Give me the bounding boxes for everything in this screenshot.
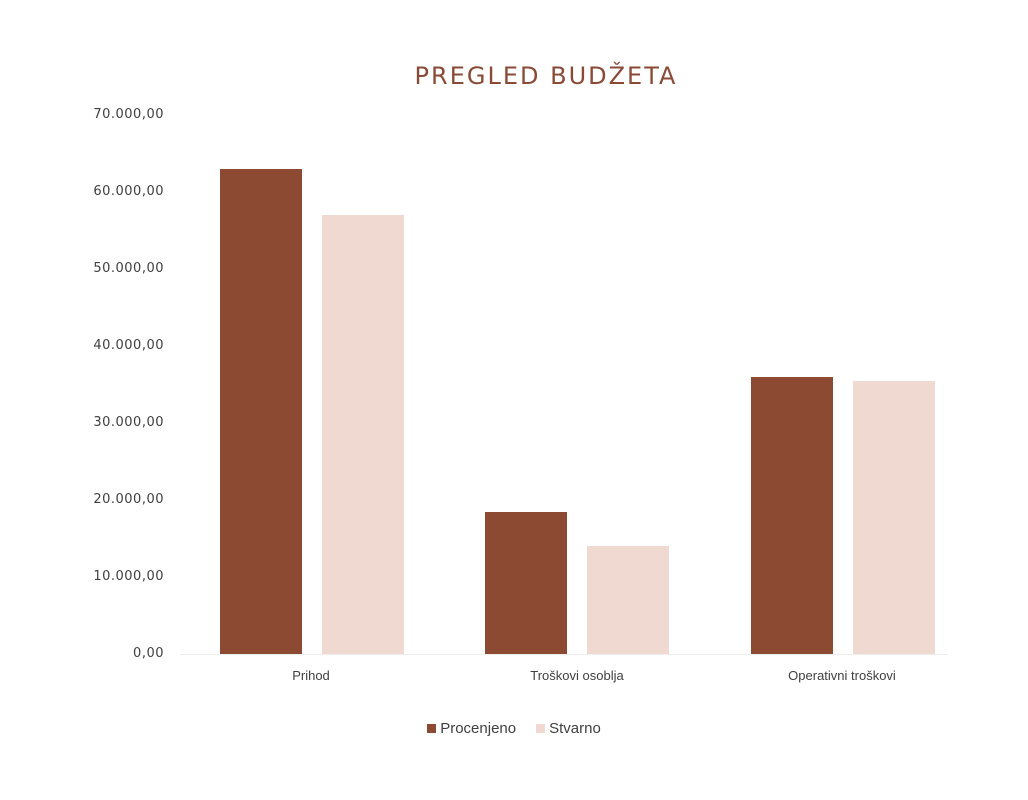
y-tick-label: 10.000,00 bbox=[93, 569, 164, 584]
chart-title: PREGLED BUDŽETA bbox=[414, 62, 678, 90]
x-axis-line bbox=[180, 654, 948, 655]
y-tick-label: 20.000,00 bbox=[93, 492, 164, 507]
bar-stvarno bbox=[587, 546, 669, 654]
bar-procenjeno bbox=[485, 511, 567, 654]
bar-procenjeno bbox=[220, 168, 302, 654]
legend-swatch-icon bbox=[427, 724, 437, 733]
legend-label: Stvarno bbox=[549, 720, 601, 737]
x-tick-label: Operativni troškovi bbox=[788, 668, 896, 683]
y-tick-label: 50.000,00 bbox=[93, 261, 164, 276]
x-tick-label: Prihod bbox=[292, 668, 330, 683]
bar-procenjeno bbox=[751, 376, 833, 654]
legend-item-procenjeno: Procenjeno bbox=[427, 720, 516, 737]
bar-stvarno bbox=[853, 380, 935, 654]
legend: Procenjeno Stvarno bbox=[0, 720, 1028, 737]
legend-item-stvarno: Stvarno bbox=[536, 720, 601, 737]
x-tick-label: Troškovi osoblja bbox=[530, 668, 624, 683]
legend-label: Procenjeno bbox=[440, 720, 517, 737]
bar-stvarno bbox=[322, 215, 404, 654]
y-tick-label: 40.000,00 bbox=[93, 338, 164, 353]
legend-swatch-icon bbox=[536, 724, 546, 733]
y-tick-label: 70.000,00 bbox=[93, 107, 164, 122]
y-tick-label: 60.000,00 bbox=[93, 184, 164, 199]
y-tick-label: 30.000,00 bbox=[93, 415, 164, 430]
y-tick-label: 0,00 bbox=[133, 646, 164, 661]
